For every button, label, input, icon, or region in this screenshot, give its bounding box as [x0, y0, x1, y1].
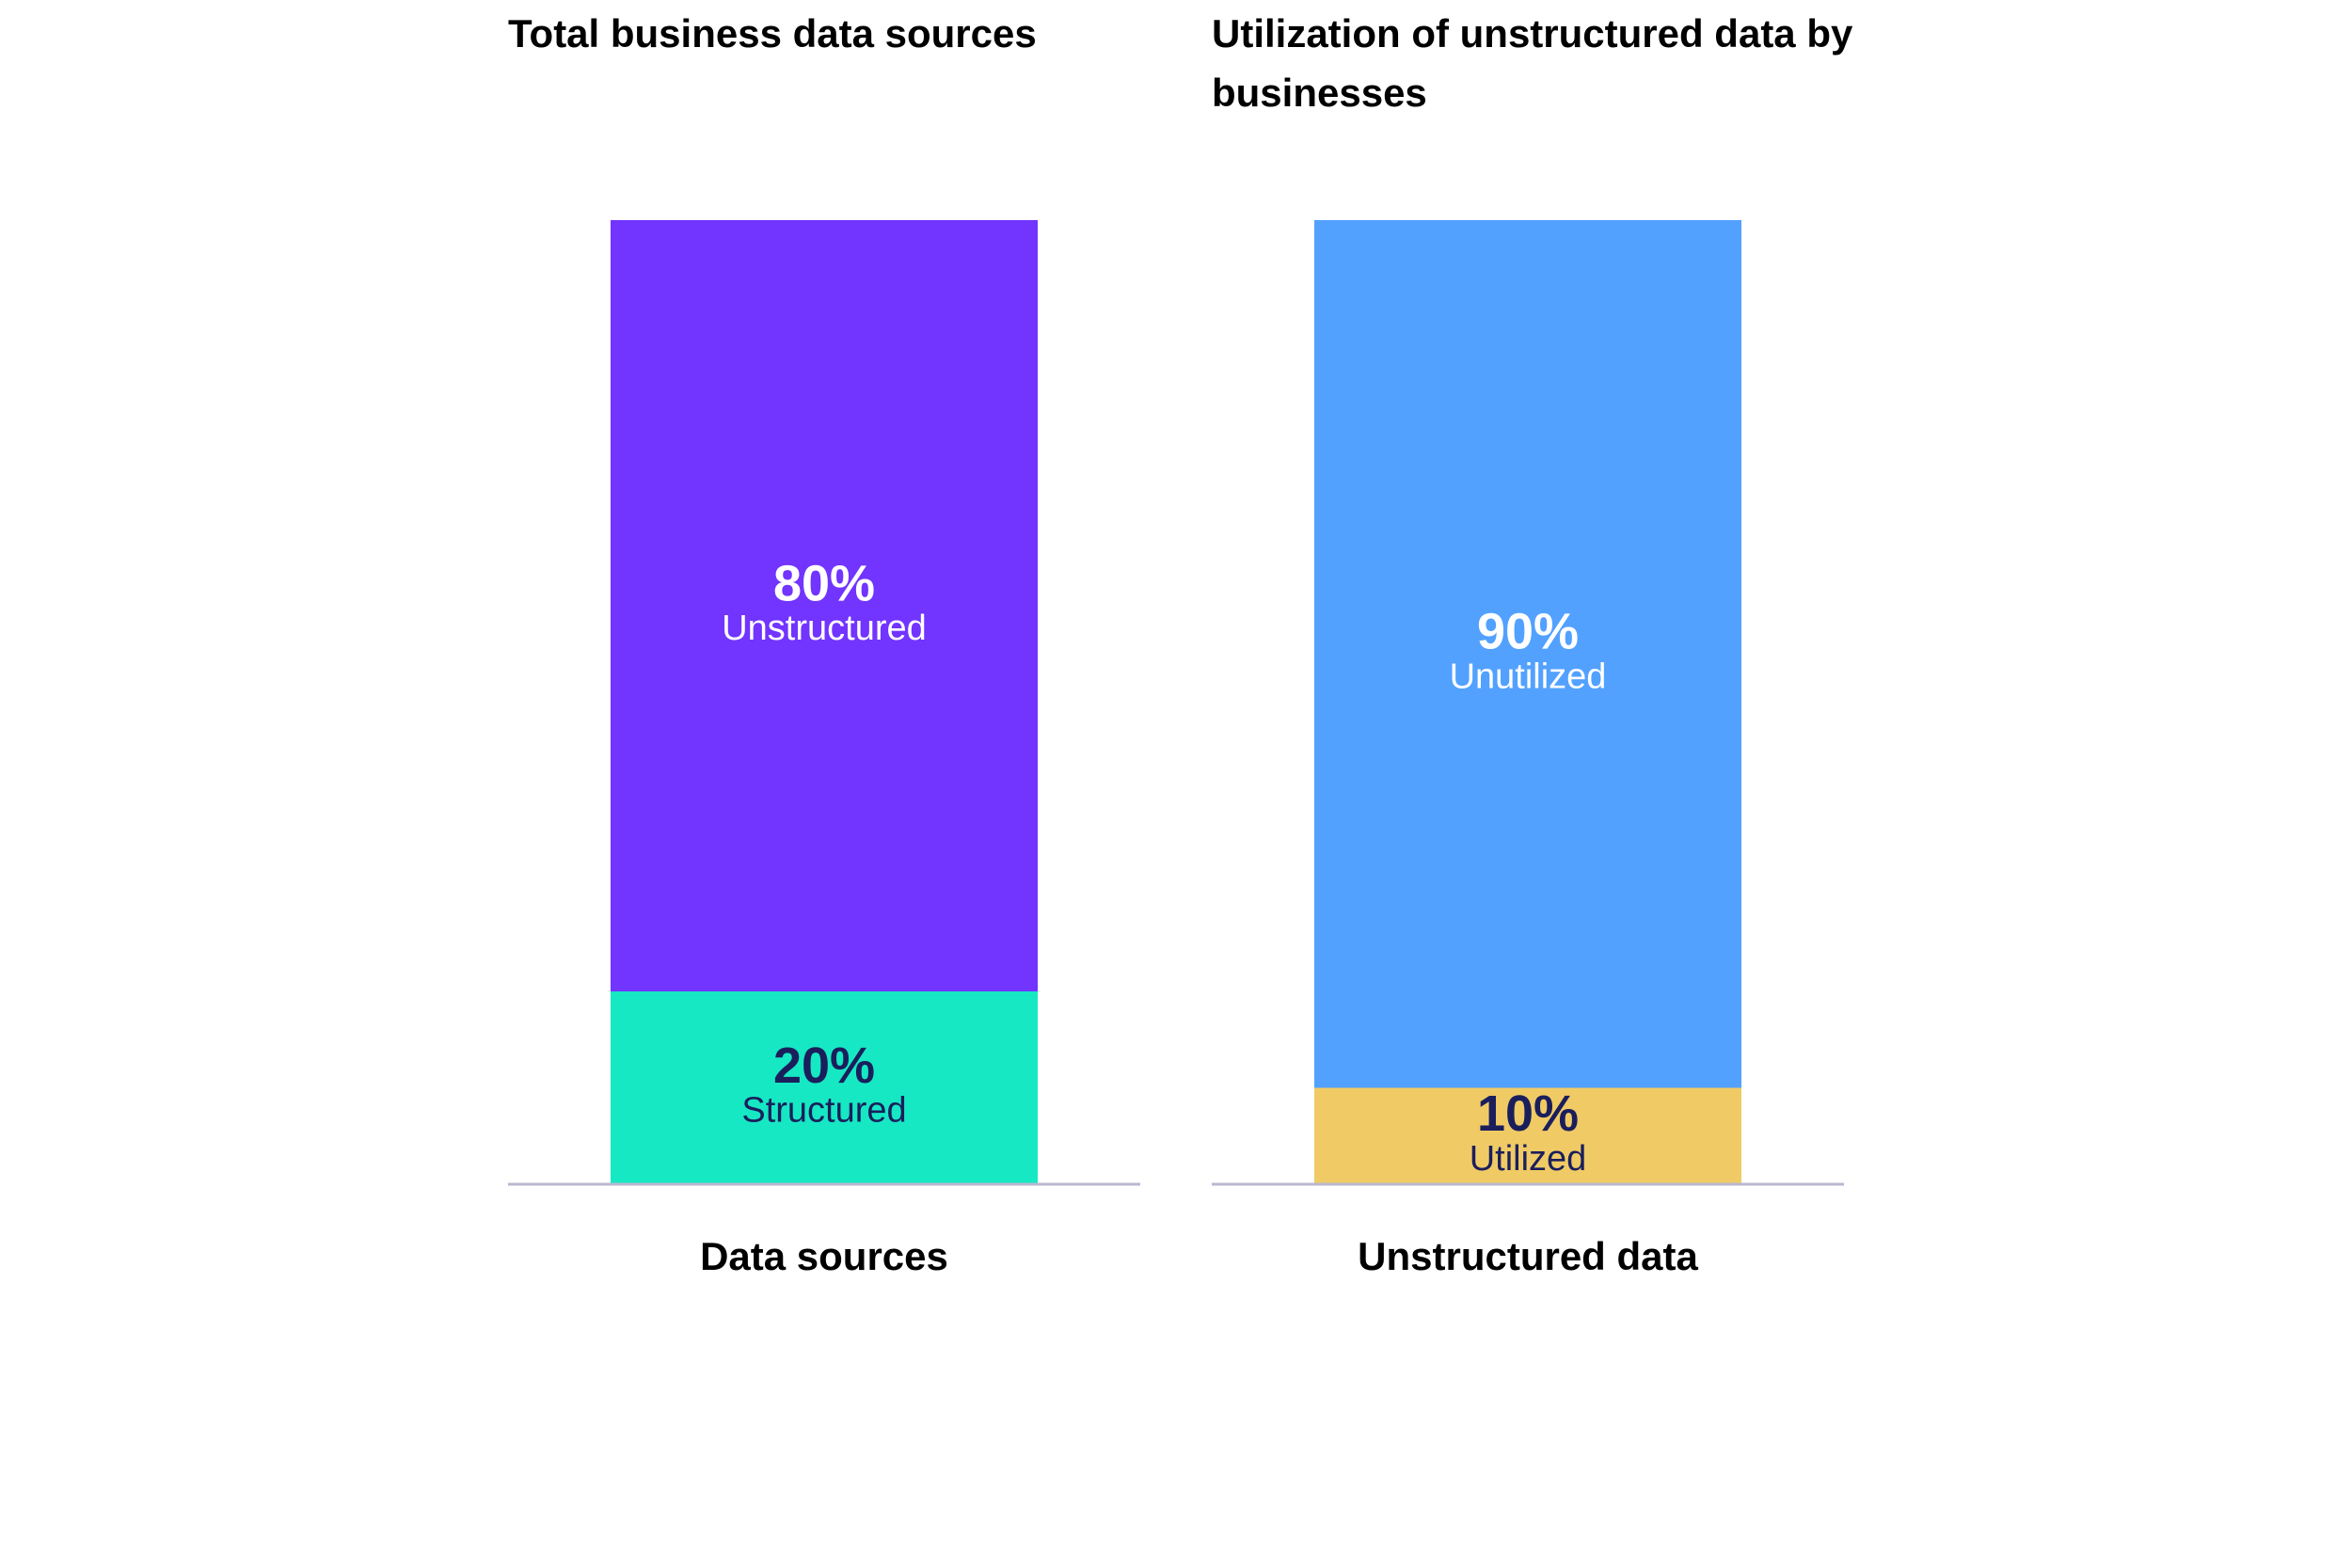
- bar-segment: [611, 991, 1038, 1184]
- series-label: Unstructured: [722, 609, 927, 648]
- value-label: 90%: [1477, 604, 1579, 660]
- chart-title: Utilization of unstructured data by busi…: [1212, 11, 1853, 115]
- bar-segment: [1314, 220, 1741, 1088]
- bar-segment: [611, 220, 1038, 991]
- value-label: 10%: [1477, 1085, 1579, 1142]
- x-axis-label: Data sources: [700, 1234, 948, 1278]
- series-label: Utilized: [1470, 1139, 1587, 1179]
- bar-segment: [1314, 1087, 1741, 1184]
- x-axis-label: Unstructured data: [1358, 1234, 1698, 1278]
- chart-title: Total business data sources: [508, 11, 1037, 55]
- value-label: 80%: [773, 555, 875, 611]
- value-label: 20%: [773, 1037, 875, 1094]
- series-label: Unutilized: [1450, 657, 1607, 696]
- series-label: Structured: [741, 1091, 906, 1131]
